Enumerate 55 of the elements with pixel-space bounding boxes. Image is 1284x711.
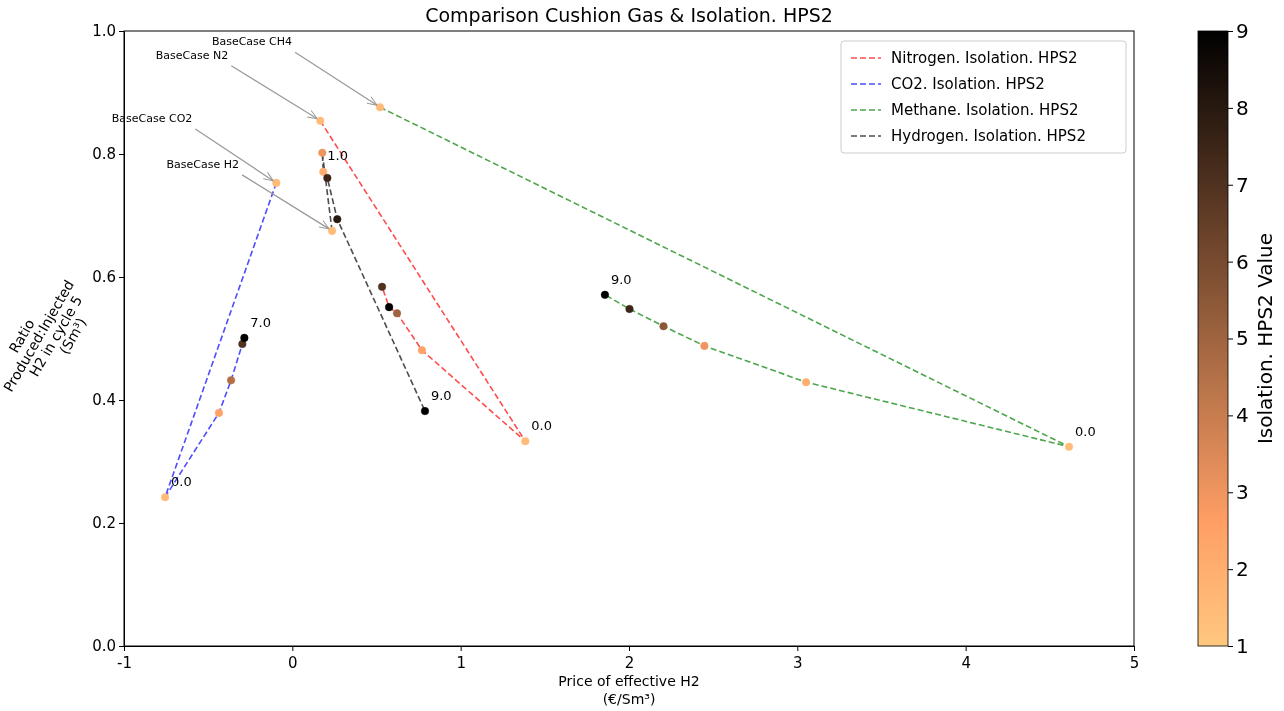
color-bar-label: 5 bbox=[1236, 326, 1249, 351]
color-bar-label: 9 bbox=[1236, 18, 1249, 43]
color-bar-label: 3 bbox=[1236, 480, 1249, 505]
annotation: BaseCase N2 bbox=[155, 48, 229, 62]
annotation: 9.0 bbox=[430, 388, 452, 404]
point bbox=[376, 103, 385, 112]
x-tick-label: 0 bbox=[288, 653, 298, 672]
x-tick-label: -1 bbox=[117, 653, 132, 672]
point bbox=[417, 346, 426, 355]
y-tick-label: 0.2 bbox=[92, 514, 116, 533]
y-tick-label: 1.0 bbox=[92, 22, 116, 41]
point bbox=[521, 437, 530, 446]
annotation: 0.0 bbox=[171, 474, 192, 490]
annotation: BaseCase CH4 bbox=[211, 35, 293, 49]
color-bar-label: 7 bbox=[1236, 172, 1249, 197]
legend-label: Nitrogen. Isolation. HPS2 bbox=[891, 49, 1078, 67]
annotation: 7.0 bbox=[250, 314, 272, 330]
annotation: BaseCase H2 bbox=[166, 157, 240, 171]
point bbox=[319, 167, 328, 176]
point bbox=[1064, 442, 1074, 451]
x-axis-title: Price of effective H2 (€/Sm³) bbox=[558, 673, 700, 707]
point bbox=[272, 178, 281, 187]
annotation: 1.0 bbox=[327, 147, 348, 163]
point bbox=[659, 322, 668, 331]
y-tick-label: 0.6 bbox=[92, 268, 116, 287]
color-bar-label: 2 bbox=[1236, 557, 1249, 582]
x-tick-label: 1 bbox=[456, 653, 466, 672]
y-tick-label: 0.0 bbox=[92, 637, 116, 656]
annotation: 0.0 bbox=[531, 418, 552, 434]
legend-label: Hydrogen. Isolation. HPS2 bbox=[891, 127, 1086, 145]
point bbox=[393, 309, 402, 318]
x-tick-label: 4 bbox=[961, 653, 971, 672]
point bbox=[420, 407, 430, 416]
x-tick-label: 2 bbox=[624, 653, 635, 672]
point bbox=[378, 282, 387, 291]
point bbox=[323, 173, 332, 183]
point bbox=[316, 116, 325, 125]
color-bar-label: 4 bbox=[1236, 403, 1249, 428]
x-tick-label: 3 bbox=[793, 653, 803, 672]
x-tick-label: 5 bbox=[1129, 653, 1140, 672]
annotation: 9.0 bbox=[610, 271, 632, 287]
point bbox=[318, 148, 327, 157]
y-tick-label: 0.4 bbox=[92, 391, 116, 410]
color-bar-label: 8 bbox=[1236, 95, 1249, 120]
legend-label: Methane. Isolation. HPS2 bbox=[891, 101, 1079, 119]
point bbox=[227, 376, 236, 385]
color-bar-label: 6 bbox=[1236, 249, 1249, 274]
point bbox=[333, 215, 342, 224]
point bbox=[161, 493, 170, 502]
color-bar-title: Isolation. HPS2 Value bbox=[1253, 232, 1277, 445]
point bbox=[214, 408, 223, 417]
y-tick-label: 0.8 bbox=[92, 145, 116, 164]
chart-title: Comparison Cushion Gas & Isolation. HPS2 bbox=[425, 4, 833, 26]
legend-label: CO2. Isolation. HPS2 bbox=[891, 75, 1045, 93]
annotation: 0.0 bbox=[1075, 423, 1096, 439]
